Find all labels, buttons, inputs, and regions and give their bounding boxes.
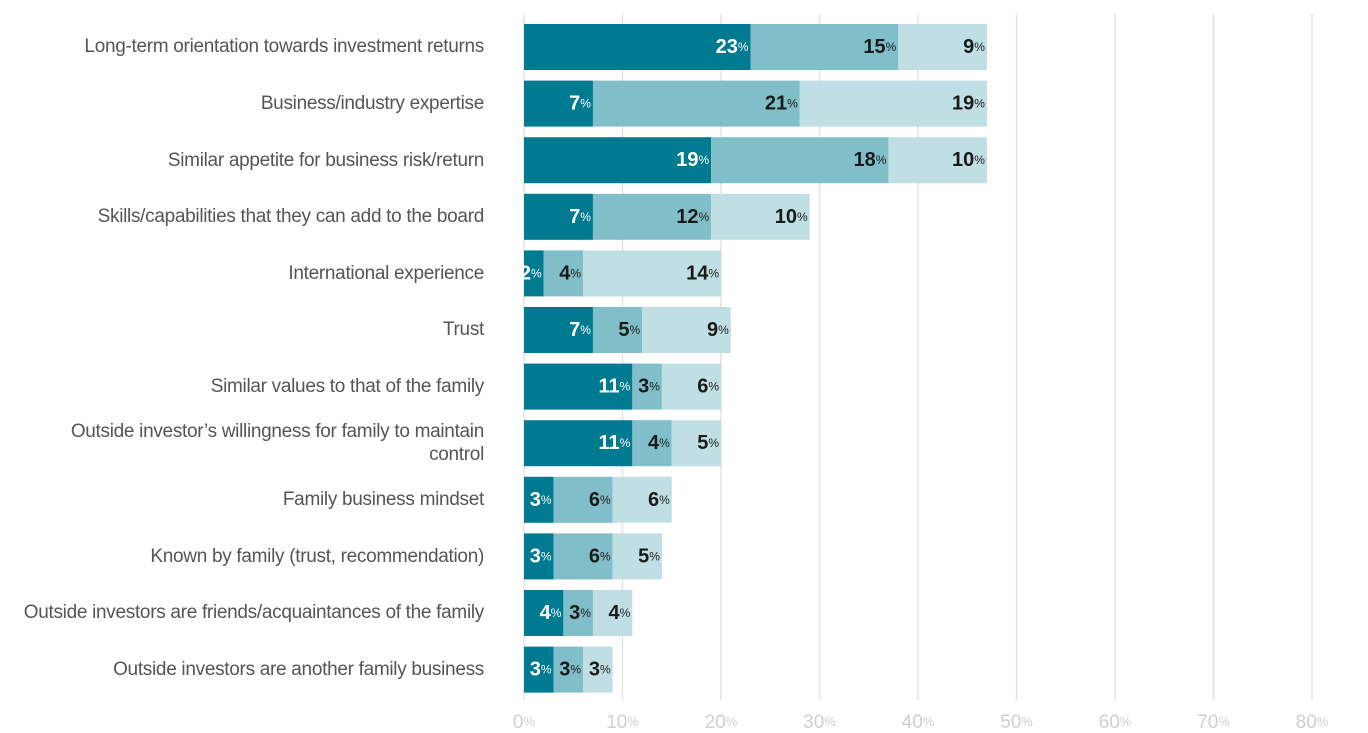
bar-segment bbox=[592, 590, 633, 636]
x-tick-label: 60% bbox=[1099, 712, 1132, 733]
bar-segment bbox=[592, 307, 643, 353]
data-label: 9% bbox=[963, 36, 985, 58]
bar-segment bbox=[642, 307, 731, 353]
bar-segment bbox=[524, 363, 633, 410]
category-label: Business/industry expertise bbox=[260, 93, 484, 115]
data-label: 12% bbox=[676, 206, 709, 228]
x-tick-label: 80% bbox=[1296, 712, 1329, 733]
data-label: 3% bbox=[589, 659, 611, 681]
data-label: 9% bbox=[707, 319, 729, 341]
data-label: 3% bbox=[530, 659, 552, 681]
data-label: 18% bbox=[854, 149, 887, 171]
data-label: 3% bbox=[559, 659, 581, 681]
data-label: 11% bbox=[599, 432, 631, 454]
bar-segment bbox=[553, 533, 613, 580]
data-label: 19% bbox=[952, 93, 985, 115]
category-label: Outside investor’s willingness for famil… bbox=[70, 421, 484, 466]
bar-segment bbox=[524, 476, 554, 523]
bar-segment bbox=[632, 363, 662, 410]
bar-segment bbox=[524, 420, 633, 467]
data-label: 21% bbox=[765, 93, 798, 115]
bar-segment bbox=[524, 80, 593, 127]
bar-segment bbox=[612, 533, 662, 580]
data-label: 5% bbox=[697, 432, 719, 454]
category-label: Similar values to that of the family bbox=[210, 376, 485, 398]
bar-segment bbox=[524, 24, 751, 70]
category-label: Outside investors are friends/acquaintan… bbox=[23, 602, 485, 624]
bar-segment bbox=[563, 590, 593, 636]
data-label: 7% bbox=[569, 319, 591, 341]
bar-segment bbox=[592, 193, 712, 240]
category-label: Similar appetite for business risk/retur… bbox=[167, 149, 484, 171]
data-label: 7% bbox=[569, 206, 591, 228]
x-tick-label: 20% bbox=[705, 712, 738, 733]
category-label: Trust bbox=[442, 319, 484, 341]
data-label: 5% bbox=[638, 546, 660, 568]
bar-segment bbox=[524, 307, 593, 353]
bar-segment bbox=[592, 80, 800, 127]
bar-segment bbox=[711, 193, 810, 240]
bar-segment bbox=[583, 250, 721, 297]
data-label: 6% bbox=[648, 489, 670, 511]
bar-segment bbox=[661, 363, 721, 410]
bar-segment bbox=[612, 476, 672, 523]
data-label: 6% bbox=[697, 376, 719, 398]
data-label: 3% bbox=[638, 376, 660, 398]
x-tick-label: 30% bbox=[803, 712, 836, 733]
data-label: 3% bbox=[530, 489, 552, 511]
data-label: 4% bbox=[609, 602, 631, 624]
data-label: 14% bbox=[686, 263, 719, 285]
data-label: 4% bbox=[559, 263, 581, 285]
bar-segment bbox=[524, 193, 593, 240]
bar-segment bbox=[711, 137, 889, 184]
data-label: 4% bbox=[540, 602, 562, 624]
bar-segment bbox=[524, 250, 544, 297]
data-label: 23% bbox=[716, 36, 749, 58]
category-label: Long-term orientation towards investment… bbox=[84, 36, 484, 58]
data-label: 10% bbox=[775, 206, 808, 228]
data-label: 10% bbox=[952, 149, 985, 171]
data-label: 2% bbox=[520, 263, 542, 285]
bar-segment bbox=[750, 24, 899, 70]
category-label: Known by family (trust, recommendation) bbox=[150, 545, 484, 567]
bar-segment bbox=[524, 137, 712, 184]
x-tick-label: 40% bbox=[902, 712, 935, 733]
data-label: 3% bbox=[530, 546, 552, 568]
category-label: International experience bbox=[288, 262, 484, 284]
x-tick-label: 0% bbox=[513, 712, 536, 733]
bar-segment bbox=[524, 646, 554, 693]
bar-segment bbox=[583, 646, 613, 693]
bar-segment bbox=[671, 420, 721, 467]
bar-segment bbox=[632, 420, 672, 467]
bar-segment bbox=[553, 476, 613, 523]
bar-segment bbox=[888, 137, 987, 184]
data-label: 15% bbox=[863, 36, 896, 58]
bar-segment bbox=[543, 250, 584, 297]
bar-segment bbox=[524, 533, 554, 580]
bar-segment bbox=[553, 646, 584, 693]
bar-segment bbox=[898, 24, 987, 70]
x-tick-label: 70% bbox=[1197, 712, 1230, 733]
data-label: 3% bbox=[569, 602, 591, 624]
x-tick-label: 50% bbox=[1000, 712, 1033, 733]
data-label: 5% bbox=[618, 319, 640, 341]
category-label: Skills/capabilities that they can add to… bbox=[97, 206, 485, 228]
bar-segment bbox=[799, 80, 987, 127]
data-label: 11% bbox=[599, 376, 631, 398]
data-label: 6% bbox=[589, 489, 611, 511]
data-label: 7% bbox=[569, 93, 591, 115]
data-label: 6% bbox=[589, 546, 611, 568]
data-label: 4% bbox=[648, 432, 670, 454]
x-tick-label: 10% bbox=[606, 712, 639, 733]
category-label: Family business mindset bbox=[282, 489, 484, 511]
data-label: 19% bbox=[676, 149, 709, 171]
bar-segment bbox=[524, 590, 564, 636]
category-label: Outside investors are another family bus… bbox=[113, 659, 484, 681]
